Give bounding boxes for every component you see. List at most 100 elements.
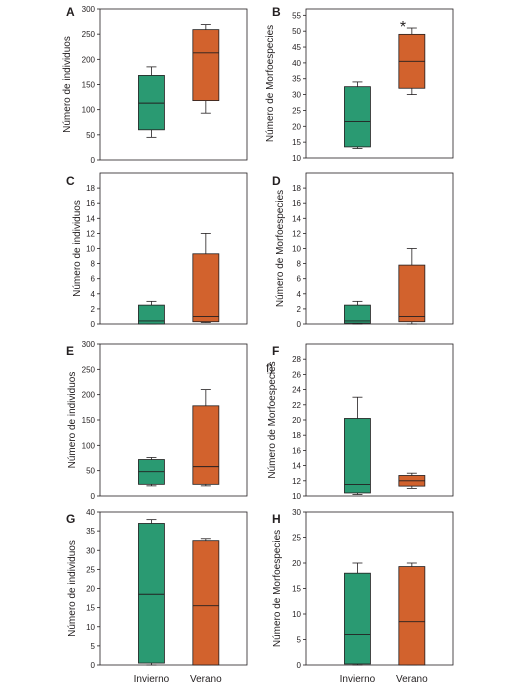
y-tick-label: 250: [82, 365, 96, 374]
y-tick-label: 15: [86, 604, 95, 613]
x-category-label: Verano: [190, 674, 222, 685]
y-tick-label: 26: [292, 370, 301, 379]
y-tick-label: 10: [292, 492, 301, 501]
box-verano: [192, 389, 220, 487]
y-tick-label: 10: [292, 154, 301, 163]
y-tick-label: 0: [91, 661, 96, 670]
plot-frame: [99, 343, 248, 497]
panel-letter: E: [66, 344, 74, 358]
y-tick-label: 100: [82, 106, 96, 115]
y-tick-label: 12: [292, 229, 301, 238]
y-axis-label: Número de Morfoespecies: [272, 530, 283, 647]
box-verano: [192, 538, 220, 666]
plot-frame: [99, 511, 248, 666]
y-tick-label: 200: [82, 391, 96, 400]
x-category-label: Invierno: [134, 674, 170, 685]
iqr-box: [344, 86, 371, 148]
y-tick-label: 20: [86, 585, 95, 594]
y-tick-label: 40: [86, 508, 95, 517]
y-tick-label: 20: [292, 416, 301, 425]
y-tick-label: 50: [86, 131, 95, 140]
y-tick-label: 5: [91, 642, 96, 651]
y-tick-label: 30: [292, 91, 301, 100]
y-tick-label: 55: [292, 11, 301, 20]
y-tick-label: 24: [292, 386, 301, 395]
x-category-label: Invierno: [340, 674, 376, 685]
y-tick-label: 10: [86, 245, 95, 254]
panel-letter: H: [272, 512, 281, 526]
y-axis-label: Número de Morfoespecies: [265, 25, 276, 142]
box-invierno: [344, 81, 371, 149]
y-tick-label: 4: [91, 290, 96, 299]
y-tick-label: 10: [292, 610, 301, 619]
plot-frame: [305, 511, 454, 666]
panel-a: A 0 50 100 150 200 250 300 Número de individuos: [62, 5, 248, 165]
panel-d: D 0 2 4 6 8 10 12 14 16 18 Número de Morfoespecies: [272, 172, 454, 329]
y-tick-label: 8: [297, 260, 302, 269]
y-tick-label: 16: [292, 446, 301, 455]
y-tick-label: 16: [86, 199, 95, 208]
y-tick-label: 0: [91, 156, 96, 165]
y-tick-label: 4: [297, 290, 302, 299]
y-tick-label: 150: [82, 416, 96, 425]
y-tick-label: 0: [91, 492, 96, 501]
significance-marker: *: [400, 19, 406, 36]
y-tick-label: 40: [292, 59, 301, 68]
box-verano: [398, 248, 426, 325]
y-tick-label: 6: [297, 275, 302, 284]
box-invierno: [138, 300, 165, 325]
y-tick-label: 30: [86, 546, 95, 555]
plot-frame: [305, 343, 454, 497]
subpanel-label: f): [266, 361, 273, 375]
y-tick-label: 0: [297, 661, 302, 670]
y-tick-label: 200: [82, 55, 96, 64]
y-tick-label: 2: [297, 305, 302, 314]
y-axis-label: Número de individuos: [67, 540, 78, 637]
y-tick-label: 18: [86, 184, 95, 193]
y-tick-label: 100: [82, 441, 96, 450]
iqr-box: [344, 304, 371, 324]
box-invierno: [344, 562, 371, 666]
y-tick-label: 300: [82, 340, 96, 349]
box-verano: [398, 472, 426, 489]
panel-letter: F: [272, 344, 279, 358]
y-tick-label: 15: [292, 138, 301, 147]
y-tick-label: 18: [292, 184, 301, 193]
iqr-box: [192, 405, 220, 485]
plot-frame: [305, 172, 454, 325]
y-tick-label: 22: [292, 401, 301, 410]
panel-f: F 10 12 14 16 18 20 22 24 26 28 Número de Morfoespe…: [266, 343, 454, 501]
y-tick-label: 10: [86, 623, 95, 632]
y-tick-label: 50: [86, 467, 95, 476]
y-tick-label: 35: [86, 527, 95, 536]
y-tick-label: 25: [292, 106, 301, 115]
y-tick-label: 30: [292, 508, 301, 517]
y-tick-label: 300: [82, 5, 96, 14]
y-tick-label: 15: [292, 585, 301, 594]
panel-letter: C: [66, 174, 75, 188]
y-tick-label: 45: [292, 43, 301, 52]
panel-h: H 0 5 10 15 20 25 30 Número de Morfoespecies Invi…: [272, 508, 454, 685]
box-invierno: [138, 66, 165, 138]
y-tick-label: 50: [292, 27, 301, 36]
y-tick-label: 25: [86, 565, 95, 574]
x-category-label: Verano: [396, 674, 428, 685]
y-tick-label: 150: [82, 81, 96, 90]
iqr-box: [192, 29, 220, 102]
iqr-box: [344, 572, 371, 665]
iqr-box: [138, 75, 165, 131]
y-tick-label: 12: [86, 229, 95, 238]
box-invierno: [344, 300, 371, 325]
y-tick-label: 14: [292, 214, 301, 223]
box-invierno: [138, 457, 165, 487]
panel-b: B 10 15 20 25 30 35 40 45 50 55 Número de Morfoespe…: [265, 5, 454, 163]
y-tick-label: 20: [292, 122, 301, 131]
plot-frame: [99, 172, 248, 325]
box-verano: [192, 232, 220, 323]
plot-frame: [305, 8, 454, 159]
box-invierno: [344, 396, 371, 495]
y-axis-label: Número de individuos: [67, 372, 78, 469]
y-tick-label: 35: [292, 75, 301, 84]
